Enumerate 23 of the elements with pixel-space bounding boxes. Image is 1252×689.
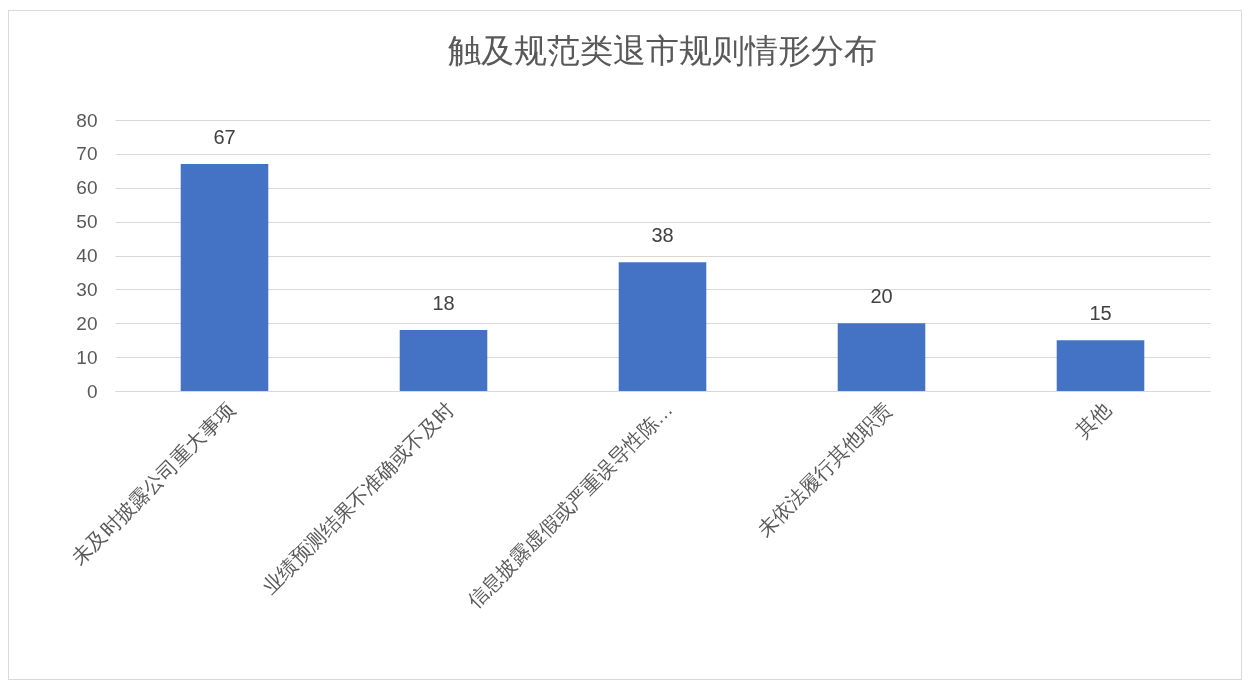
y-tick-label: 20 [76, 312, 98, 334]
bar [1056, 340, 1145, 391]
data-label: 67 [213, 126, 236, 149]
x-tick-label: 业绩预测结果不准确或不及时 [258, 398, 458, 598]
y-tick-label: 40 [76, 245, 98, 266]
y-tick-label: 70 [76, 143, 98, 165]
y-tick-label: 50 [76, 211, 98, 233]
data-label: 15 [1089, 302, 1112, 325]
data-label: 38 [651, 224, 674, 247]
x-tick-label: 其他 [1070, 398, 1115, 442]
y-tick-label: 30 [76, 278, 98, 300]
bar [180, 164, 269, 391]
chart-title: 触及规范类退市规则情形分布 [448, 32, 877, 69]
x-tick-label: 信息披露虚假或严重误导性陈… [463, 398, 677, 612]
y-tick-label: 10 [76, 346, 98, 368]
data-label: 20 [870, 285, 893, 308]
bar [399, 330, 488, 391]
bar [618, 262, 707, 391]
x-tick-label: 未依法履行其他职责 [752, 398, 896, 541]
y-tick-label: 80 [76, 109, 98, 131]
y-tick-label: 60 [76, 177, 98, 199]
bar [837, 323, 926, 391]
data-label: 18 [432, 292, 455, 315]
